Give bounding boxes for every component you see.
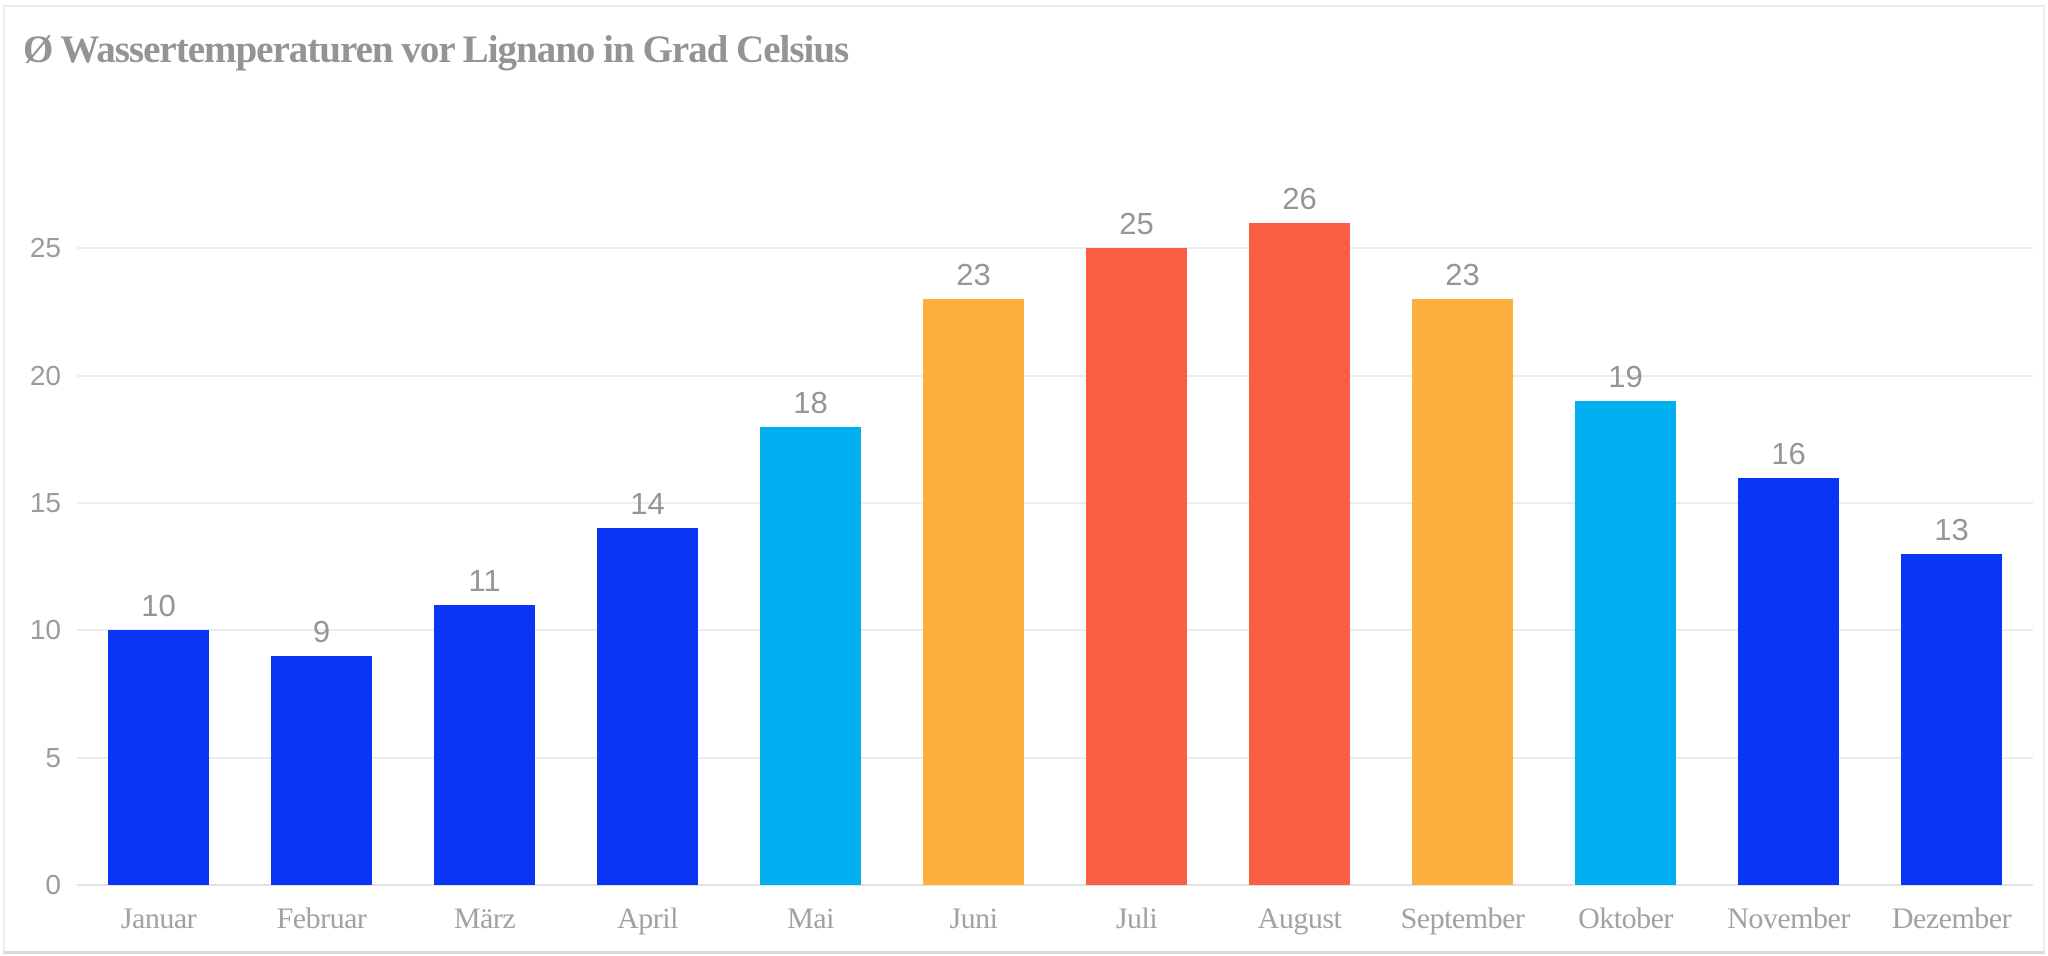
value-label-august: 26 xyxy=(1282,180,1317,216)
bar-januar[interactable] xyxy=(107,630,210,885)
bar-marz[interactable] xyxy=(433,604,536,885)
x-label-mai: Mai xyxy=(787,902,834,935)
value-label-mai: 18 xyxy=(793,384,828,420)
plot-area: 0 5 10 15 20 25 10 Januar 9 Februar 11 März 14 April… xyxy=(30,121,2033,935)
bars-row: 10 Januar 9 Februar 11 März 14 April 18 Mai 23 Juni… xyxy=(77,121,2033,935)
x-label-august: August xyxy=(1257,902,1342,935)
bar-group-november: 16 November xyxy=(1707,121,1870,935)
bar-group-marz: 11 März xyxy=(403,121,566,935)
bar-oktober[interactable] xyxy=(1574,401,1677,885)
gridline-20 xyxy=(77,374,2033,377)
gridline-10 xyxy=(77,629,2033,632)
bar-group-juni: 23 Juni xyxy=(892,121,1055,935)
bar-group-mai: 18 Mai xyxy=(729,121,892,935)
gridline-5 xyxy=(77,756,2033,759)
x-axis-baseline xyxy=(77,884,2033,886)
bar-juli[interactable] xyxy=(1085,248,1188,885)
x-label-marz: März xyxy=(453,902,516,935)
bar-august[interactable] xyxy=(1248,222,1351,885)
value-label-juli: 25 xyxy=(1119,206,1154,242)
gridline-15 xyxy=(77,502,2033,504)
value-label-september: 23 xyxy=(1445,257,1480,293)
value-label-marz: 11 xyxy=(468,562,501,598)
bar-mai[interactable] xyxy=(759,426,862,885)
bar-group-august: 26 August xyxy=(1218,121,1381,935)
bar-group-juli: 25 Juli xyxy=(1055,121,1218,935)
bar-februar[interactable] xyxy=(270,655,373,885)
x-label-november: November xyxy=(1727,902,1850,935)
x-label-juli: Juli xyxy=(1115,902,1158,935)
value-label-juni: 23 xyxy=(956,257,991,293)
value-label-dezember: 13 xyxy=(1934,511,1969,547)
chart-card: Ø Wassertemperaturen vor Lignano in Grad… xyxy=(3,5,2045,954)
bar-juni[interactable] xyxy=(922,299,1025,885)
y-tick-label-15: 15 xyxy=(29,487,61,518)
x-label-april: April xyxy=(617,902,678,935)
value-label-februar: 9 xyxy=(312,613,331,649)
x-label-september: September xyxy=(1400,902,1525,935)
x-label-oktober: Oktober xyxy=(1578,902,1673,935)
y-tick-label-0: 0 xyxy=(45,869,61,900)
bar-april[interactable] xyxy=(596,528,699,885)
value-label-april: 14 xyxy=(630,486,665,522)
y-tick-label-25: 25 xyxy=(29,232,61,264)
bar-group-oktober: 19 Oktober xyxy=(1544,121,1707,935)
x-label-juni: Juni xyxy=(949,902,998,935)
bar-group-februar: 9 Februar xyxy=(240,121,403,935)
value-label-januar: 10 xyxy=(141,588,176,624)
bar-november[interactable] xyxy=(1737,477,1840,885)
gridline-25 xyxy=(77,247,2033,250)
value-label-oktober: 19 xyxy=(1608,359,1643,395)
y-tick-label-5: 5 xyxy=(45,741,61,773)
x-label-januar: Januar xyxy=(120,902,197,935)
y-tick-label-20: 20 xyxy=(29,359,61,391)
bar-group-dezember: 13 Dezember xyxy=(1870,121,2033,935)
bar-dezember[interactable] xyxy=(1900,553,2003,885)
value-label-november: 16 xyxy=(1771,435,1806,471)
chart-title: Ø Wassertemperaturen vor Lignano in Grad… xyxy=(23,28,849,71)
bar-group-september: 23 September xyxy=(1381,121,1544,935)
x-label-dezember: Dezember xyxy=(1891,902,2012,935)
x-label-februar: Februar xyxy=(276,902,367,935)
bar-september[interactable] xyxy=(1411,299,1514,885)
bar-group-april: 14 April xyxy=(566,121,729,935)
bar-group-januar: 10 Januar xyxy=(77,121,240,935)
y-tick-label-10: 10 xyxy=(29,614,61,646)
